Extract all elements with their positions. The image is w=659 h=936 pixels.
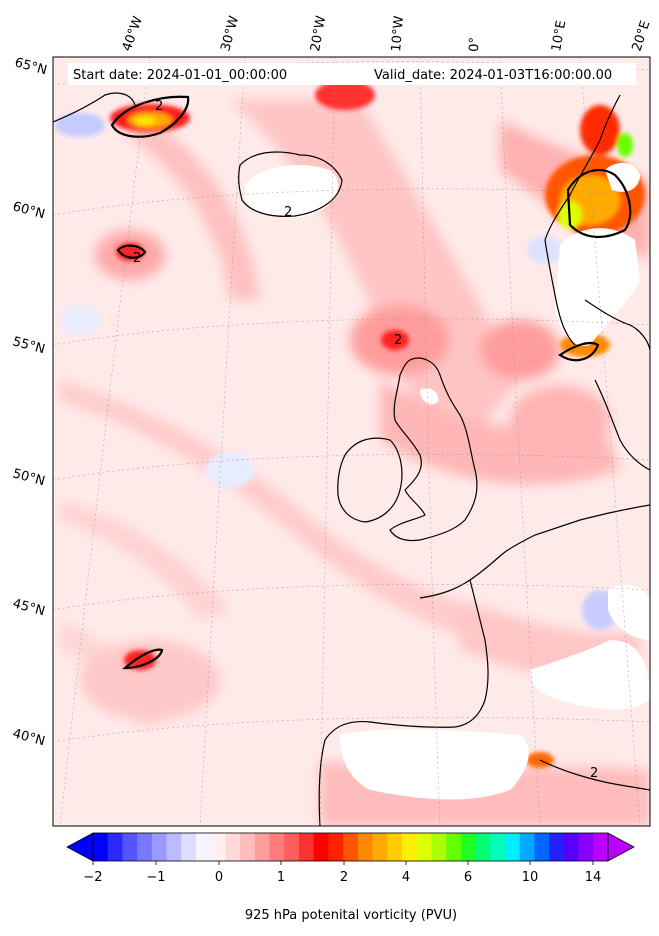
colorbar-swatch — [166, 833, 182, 861]
colorbar-swatch — [225, 833, 241, 861]
longitude-labels: 40°W 30°W 20°W 10°W 0° 10°E 20°E — [120, 14, 654, 53]
lat-label: 55°N — [11, 334, 47, 357]
colorbar-swatch — [343, 833, 359, 861]
colorbar-swatch — [460, 833, 477, 861]
colorbar-swatch — [122, 833, 138, 861]
colorbar-swatch — [446, 833, 462, 861]
lat-label: 60°N — [11, 199, 47, 222]
contour-label: 2 — [133, 251, 141, 266]
colorbar-swatch — [181, 833, 197, 861]
colorbar-tick-label: −1 — [146, 870, 165, 885]
colorbar-swatch — [328, 833, 344, 861]
colorbar-swatch — [431, 833, 447, 861]
colorbar-swatch — [578, 833, 594, 861]
lon-label: 40°W — [120, 14, 146, 53]
contour-label: 2 — [590, 766, 598, 781]
map-frame — [52, 56, 651, 827]
colorbar-swatch — [254, 833, 271, 861]
contour-labels: 2 2 2 2 2 — [133, 99, 598, 781]
colorbar-swatch — [357, 833, 374, 861]
colorbar-title: 925 hPa potenital vorticity (PVU) — [245, 908, 457, 923]
lat-label: 40°N — [11, 726, 47, 749]
colorbar-swatch — [416, 833, 432, 861]
lon-label: 0° — [467, 37, 483, 52]
colorbar-swatch — [299, 833, 315, 861]
colorbar-swatch — [269, 833, 285, 861]
colorbar-frame — [92, 832, 609, 862]
contour-label: 2 — [155, 99, 163, 114]
colorbar-tick-label: 1 — [277, 870, 285, 885]
colorbar-swatch — [196, 833, 212, 861]
latitude-labels: 65°N 60°N 55°N 50°N 45°N 40°N — [11, 55, 49, 749]
colorbar-swatch — [475, 833, 491, 861]
colorbar-tick-label: 14 — [585, 870, 602, 885]
map-panel: 2 2 2 2 2 Start date: 2024-01-01_00:00:0… — [53, 57, 650, 826]
lon-label: 30°W — [218, 14, 242, 53]
lat-label: 50°N — [11, 466, 47, 489]
colorbar-swatch — [372, 833, 388, 861]
colorbar-swatch — [534, 833, 550, 861]
lon-label: 20°W — [308, 15, 329, 53]
lon-label: 10°W — [389, 15, 407, 52]
colorbar-swatch — [313, 833, 329, 861]
colorbar-swatch — [402, 833, 418, 861]
colorbar-arrow-high — [607, 832, 635, 862]
colorbar-swatch — [151, 833, 168, 861]
colorbar-swatch — [563, 833, 580, 861]
colorbar-swatch — [490, 833, 506, 861]
colorbar-swatch — [387, 833, 403, 861]
colorbar-swatch — [284, 833, 300, 861]
valid-date-label: Valid_date: 2024-01-03T16:00:00.00 — [374, 68, 612, 83]
colorbar-swatch — [107, 833, 123, 861]
colorbar-swatch — [137, 833, 153, 861]
colorbar-swatch — [210, 833, 226, 861]
pv-contours — [110, 95, 632, 670]
colorbar-swatch — [593, 833, 609, 861]
colorbar-swatch — [93, 833, 109, 861]
lon-label: 20°E — [630, 19, 654, 53]
colorbar-tick-label: 2 — [340, 870, 348, 885]
coastlines — [53, 92, 650, 826]
colorbar-tick-label: 4 — [402, 870, 410, 885]
masked-terrain — [245, 163, 650, 800]
colorbar-swatch — [240, 833, 256, 861]
contour-label: 2 — [394, 333, 402, 348]
colorbar-swatch — [519, 833, 535, 861]
header-band — [68, 63, 636, 85]
contour-label: 2 — [284, 205, 292, 220]
lat-label: 45°N — [11, 596, 47, 619]
colorbar-swatch — [549, 833, 565, 861]
lat-label: 65°N — [13, 55, 49, 78]
colorbar-arrow-low — [66, 832, 94, 862]
colorbar: −2 −1 0 1 2 4 6 10 14 — [66, 832, 635, 885]
colorbar-swatch — [505, 833, 521, 861]
colorbar-tick-label: 0 — [215, 870, 223, 885]
colorbar-tick-label: 10 — [522, 870, 539, 885]
colorbar-tick-label: 6 — [464, 870, 472, 885]
lon-label: 10°E — [549, 19, 569, 52]
start-date-label: Start date: 2024-01-01_00:00:00 — [73, 68, 287, 83]
colorbar-tick-label: −2 — [83, 870, 102, 885]
